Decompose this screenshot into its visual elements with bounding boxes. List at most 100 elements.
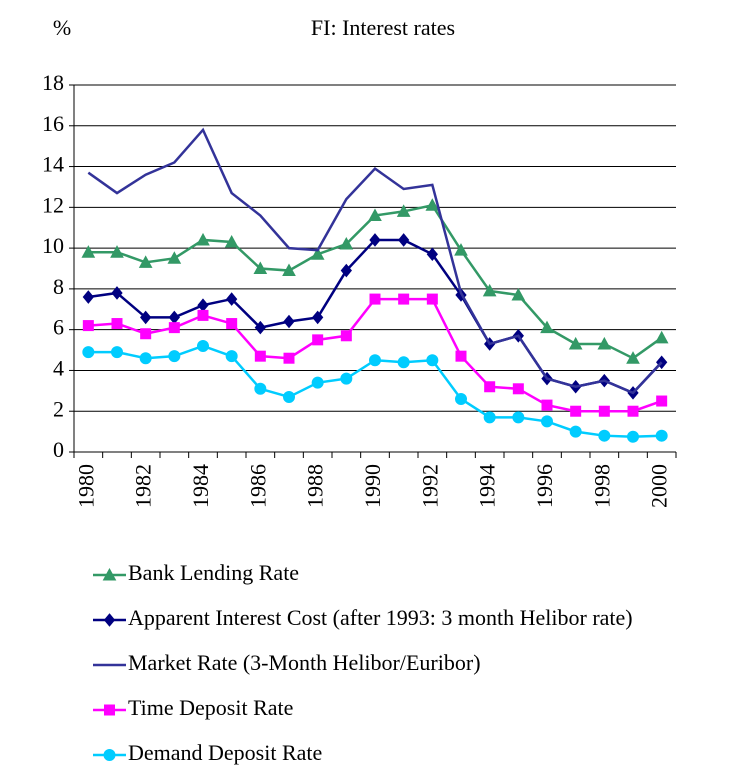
marker	[455, 350, 467, 362]
marker	[254, 350, 266, 362]
legend-item: Demand Deposit Rate	[93, 740, 322, 765]
x-tick-label: 1986	[245, 464, 270, 508]
marker	[102, 567, 117, 581]
marker	[483, 411, 496, 424]
legend-label: Demand Deposit Rate	[128, 740, 322, 765]
marker	[340, 372, 353, 385]
marker	[224, 234, 239, 248]
marker	[197, 298, 209, 312]
legend-label: Apparent Interest Cost (after 1993: 3 mo…	[128, 605, 633, 630]
marker	[82, 320, 94, 332]
marker	[369, 354, 381, 367]
y-tick-label: 12	[42, 192, 64, 217]
marker	[656, 395, 668, 407]
y-tick-label: 0	[53, 437, 64, 462]
marker	[426, 247, 438, 262]
marker	[425, 198, 440, 211]
marker	[654, 330, 669, 344]
marker	[282, 263, 296, 277]
marker	[111, 318, 123, 330]
marker	[426, 293, 438, 305]
legend-item: Time Deposit Rate	[93, 695, 293, 720]
marker	[311, 376, 324, 389]
legend-label: Market Rate (3-Month Helibor/Euribor)	[128, 650, 481, 675]
series-line	[88, 203, 663, 360]
series-line	[87, 127, 663, 395]
x-tick-label: 1984	[188, 464, 213, 508]
legend-item: Market Rate (3-Month Helibor/Euribor)	[93, 650, 481, 675]
marker	[310, 247, 325, 260]
marker	[138, 255, 153, 268]
marker	[568, 336, 583, 350]
marker	[397, 356, 410, 369]
marker	[168, 322, 180, 334]
marker	[226, 292, 238, 306]
marker	[540, 320, 554, 334]
marker	[369, 233, 381, 247]
marker	[511, 287, 526, 301]
marker	[254, 382, 267, 395]
x-tick-label: 1994	[475, 464, 500, 508]
marker	[104, 704, 115, 716]
marker	[168, 310, 180, 325]
marker	[541, 415, 553, 428]
legend-item: Apparent Interest Cost (after 1993: 3 mo…	[93, 605, 633, 630]
marker	[398, 233, 410, 247]
legend-item: Bank Lending Rate	[93, 560, 299, 585]
legend-label: Time Deposit Rate	[128, 695, 293, 720]
marker	[570, 405, 582, 417]
marker	[398, 293, 410, 305]
marker	[253, 261, 268, 274]
marker	[426, 354, 439, 367]
marker	[454, 243, 468, 256]
marker	[626, 351, 640, 364]
x-tick-label: 1988	[303, 464, 328, 508]
marker	[512, 411, 525, 424]
marker	[369, 293, 381, 305]
marker	[197, 309, 209, 321]
x-tick-label: 1990	[360, 464, 385, 508]
marker	[283, 390, 295, 403]
chart-title: FI: Interest rates	[311, 15, 455, 40]
y-tick-label: 4	[53, 355, 64, 380]
marker	[140, 328, 152, 340]
marker	[82, 290, 94, 304]
x-tick-label: 1980	[73, 464, 98, 508]
y-tick-label: 6	[53, 315, 64, 340]
marker	[512, 383, 524, 395]
marker	[482, 283, 497, 297]
y-tick-label: 8	[53, 274, 64, 299]
marker	[111, 346, 123, 359]
marker	[340, 263, 352, 278]
marker	[396, 204, 411, 217]
x-tick-label: 1998	[589, 464, 614, 508]
marker	[81, 245, 96, 258]
marker	[598, 429, 611, 442]
marker	[312, 334, 324, 346]
y-tick-label: 2	[53, 396, 64, 421]
marker	[103, 613, 116, 627]
y-tick-label: 14	[42, 152, 64, 177]
marker	[225, 350, 238, 363]
marker	[368, 208, 382, 221]
marker	[111, 286, 123, 300]
marker	[140, 310, 152, 325]
x-tick-label: 1982	[131, 464, 156, 508]
marker	[627, 405, 639, 417]
marker	[197, 339, 209, 352]
marker	[254, 320, 266, 335]
marker	[627, 430, 639, 443]
y-tick-label: 16	[42, 111, 64, 136]
marker	[110, 245, 124, 258]
marker	[339, 236, 354, 250]
marker	[139, 352, 152, 365]
x-tick-label: 1992	[417, 464, 442, 508]
marker	[484, 381, 496, 393]
marker	[103, 749, 116, 761]
marker	[655, 429, 668, 442]
x-tick-label: 1996	[532, 464, 557, 508]
marker	[283, 314, 295, 329]
marker	[598, 405, 610, 417]
legend-label: Bank Lending Rate	[128, 560, 299, 585]
